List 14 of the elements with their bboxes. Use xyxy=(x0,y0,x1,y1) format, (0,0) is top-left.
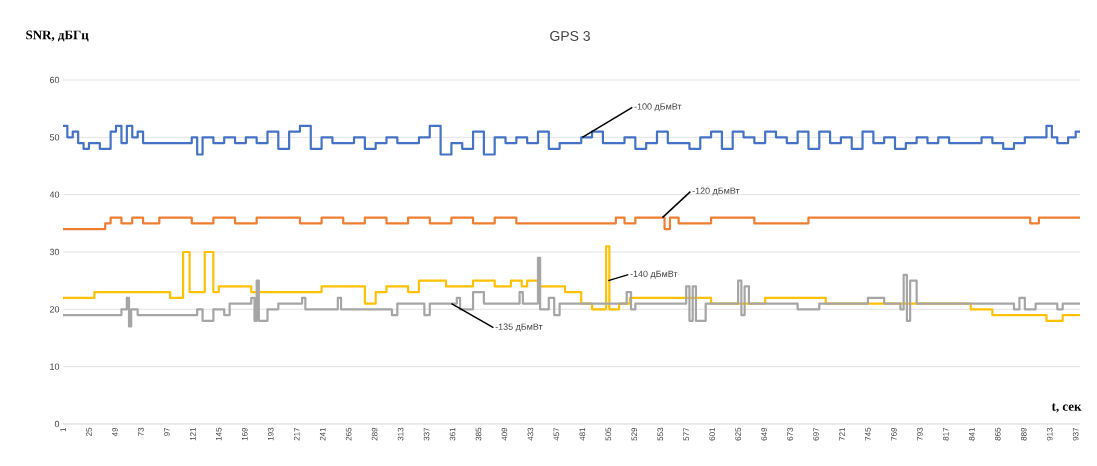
y-tick-label: 30 xyxy=(49,248,60,256)
y-tick-label: 50 xyxy=(49,134,60,141)
y-tick-label: 60 xyxy=(49,76,60,84)
y-tick-label: 0 xyxy=(54,420,60,428)
chart-title: GPS 3 xyxy=(550,31,590,41)
y-axis-title: SNR, дБГц xyxy=(26,30,89,42)
annotation: -100 дБмВт xyxy=(634,103,682,112)
annotation: -135 дБмВт xyxy=(495,323,543,332)
y-tick-label: 40 xyxy=(49,191,60,198)
annotation: -120 дБмВт xyxy=(692,187,740,196)
y-tick-label: 20 xyxy=(49,306,60,313)
x-axis-title: t, сек xyxy=(1051,403,1082,413)
y-tick-label: 10 xyxy=(50,363,60,370)
annotation: -140 дБмВт xyxy=(630,270,678,279)
